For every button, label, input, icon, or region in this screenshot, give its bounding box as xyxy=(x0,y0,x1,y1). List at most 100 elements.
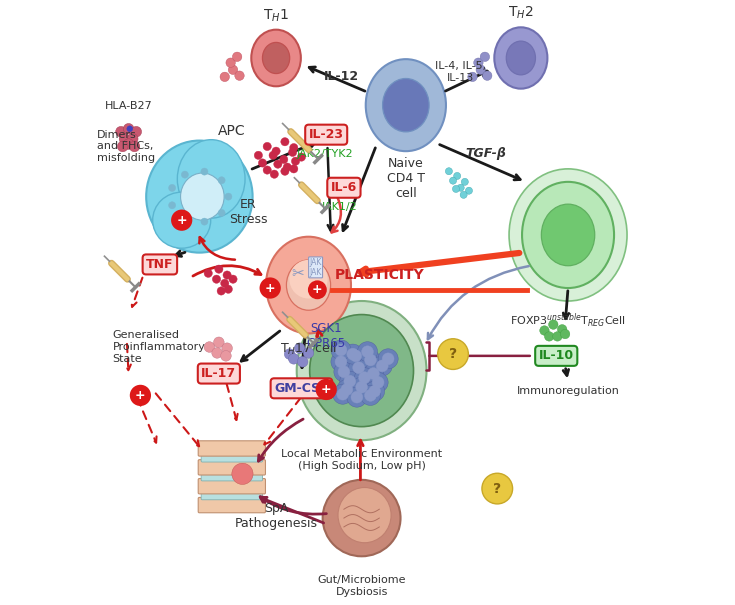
Circle shape xyxy=(168,201,176,209)
Circle shape xyxy=(341,384,353,396)
Circle shape xyxy=(331,352,351,372)
Circle shape xyxy=(212,348,223,358)
Circle shape xyxy=(338,366,350,378)
Circle shape xyxy=(545,332,554,341)
Circle shape xyxy=(118,141,128,152)
Circle shape xyxy=(539,325,549,335)
Circle shape xyxy=(453,185,459,192)
Circle shape xyxy=(269,151,277,160)
Text: JAK
JAK: JAK JAK xyxy=(309,258,322,277)
Circle shape xyxy=(482,473,512,504)
Ellipse shape xyxy=(522,182,614,288)
Circle shape xyxy=(288,353,299,364)
Circle shape xyxy=(335,344,347,356)
Circle shape xyxy=(465,187,473,194)
Circle shape xyxy=(201,218,208,225)
Text: ?: ? xyxy=(449,347,457,361)
FancyBboxPatch shape xyxy=(201,454,262,462)
Circle shape xyxy=(362,346,373,358)
Circle shape xyxy=(279,155,288,163)
Circle shape xyxy=(453,172,461,180)
Circle shape xyxy=(350,350,362,362)
Ellipse shape xyxy=(297,301,426,440)
Circle shape xyxy=(557,325,567,334)
Circle shape xyxy=(115,126,126,137)
Circle shape xyxy=(337,379,357,399)
Circle shape xyxy=(335,356,347,368)
Circle shape xyxy=(123,139,134,149)
Circle shape xyxy=(220,279,229,287)
Circle shape xyxy=(438,339,468,370)
Circle shape xyxy=(283,163,291,171)
Circle shape xyxy=(234,71,244,80)
Circle shape xyxy=(467,72,477,82)
Circle shape xyxy=(272,147,280,155)
Circle shape xyxy=(254,151,262,160)
Ellipse shape xyxy=(542,204,595,266)
Ellipse shape xyxy=(146,140,253,253)
Circle shape xyxy=(369,385,381,397)
Circle shape xyxy=(226,58,235,67)
Circle shape xyxy=(354,368,375,388)
Text: SGK1
GPR65: SGK1 GPR65 xyxy=(306,322,345,350)
Circle shape xyxy=(204,342,215,352)
Circle shape xyxy=(281,137,289,146)
Text: Generalised
Proinflammatory
State: Generalised Proinflammatory State xyxy=(112,330,206,364)
Circle shape xyxy=(222,343,232,353)
Text: IL-6: IL-6 xyxy=(331,182,357,194)
Ellipse shape xyxy=(509,169,627,301)
Circle shape xyxy=(450,177,456,184)
Circle shape xyxy=(344,375,356,387)
Circle shape xyxy=(347,348,359,360)
Circle shape xyxy=(218,209,225,217)
Circle shape xyxy=(215,265,223,273)
Circle shape xyxy=(129,141,140,152)
Text: +: + xyxy=(135,389,146,402)
Circle shape xyxy=(290,143,298,152)
Circle shape xyxy=(548,320,558,329)
Text: T$_H$1: T$_H$1 xyxy=(263,7,289,24)
Text: Immunoregulation: Immunoregulation xyxy=(517,385,620,396)
Circle shape xyxy=(368,372,388,393)
Circle shape xyxy=(212,275,220,283)
Circle shape xyxy=(232,52,242,62)
Text: ✂: ✂ xyxy=(292,266,304,281)
Circle shape xyxy=(372,356,392,376)
Circle shape xyxy=(229,65,237,74)
Circle shape xyxy=(304,348,314,358)
Circle shape xyxy=(473,58,483,67)
Text: JAK2/TYK2: JAK2/TYK2 xyxy=(297,149,354,159)
Text: GM-CSF: GM-CSF xyxy=(274,382,329,395)
Circle shape xyxy=(127,126,133,132)
Circle shape xyxy=(368,368,379,379)
Circle shape xyxy=(351,391,363,403)
Circle shape xyxy=(204,269,212,278)
Text: Naive
CD4 T
cell: Naive CD4 T cell xyxy=(387,157,425,200)
Circle shape xyxy=(445,168,453,175)
Circle shape xyxy=(360,350,381,370)
FancyBboxPatch shape xyxy=(201,491,262,500)
Ellipse shape xyxy=(506,41,536,75)
Circle shape xyxy=(340,371,360,391)
Circle shape xyxy=(347,387,367,407)
Circle shape xyxy=(182,171,188,178)
Circle shape xyxy=(337,388,348,400)
Circle shape xyxy=(480,52,490,62)
Text: IL-17: IL-17 xyxy=(201,367,237,380)
Circle shape xyxy=(363,364,384,384)
Circle shape xyxy=(130,385,151,406)
Text: ?: ? xyxy=(493,482,501,495)
Text: IL-10: IL-10 xyxy=(539,349,574,362)
FancyBboxPatch shape xyxy=(198,479,265,494)
FancyBboxPatch shape xyxy=(198,460,265,475)
Circle shape xyxy=(365,354,376,366)
Text: +: + xyxy=(312,283,323,296)
Text: Gut/Microbiome
Dysbiosis: Gut/Microbiome Dysbiosis xyxy=(318,575,406,597)
FancyBboxPatch shape xyxy=(201,473,262,481)
Text: FOXP3$^{unstable}$T$_{REG}$Cell: FOXP3$^{unstable}$T$_{REG}$Cell xyxy=(510,312,626,330)
Circle shape xyxy=(294,343,305,353)
Circle shape xyxy=(225,193,232,200)
Circle shape xyxy=(382,353,394,365)
Circle shape xyxy=(297,356,308,367)
Text: +: + xyxy=(265,281,276,295)
